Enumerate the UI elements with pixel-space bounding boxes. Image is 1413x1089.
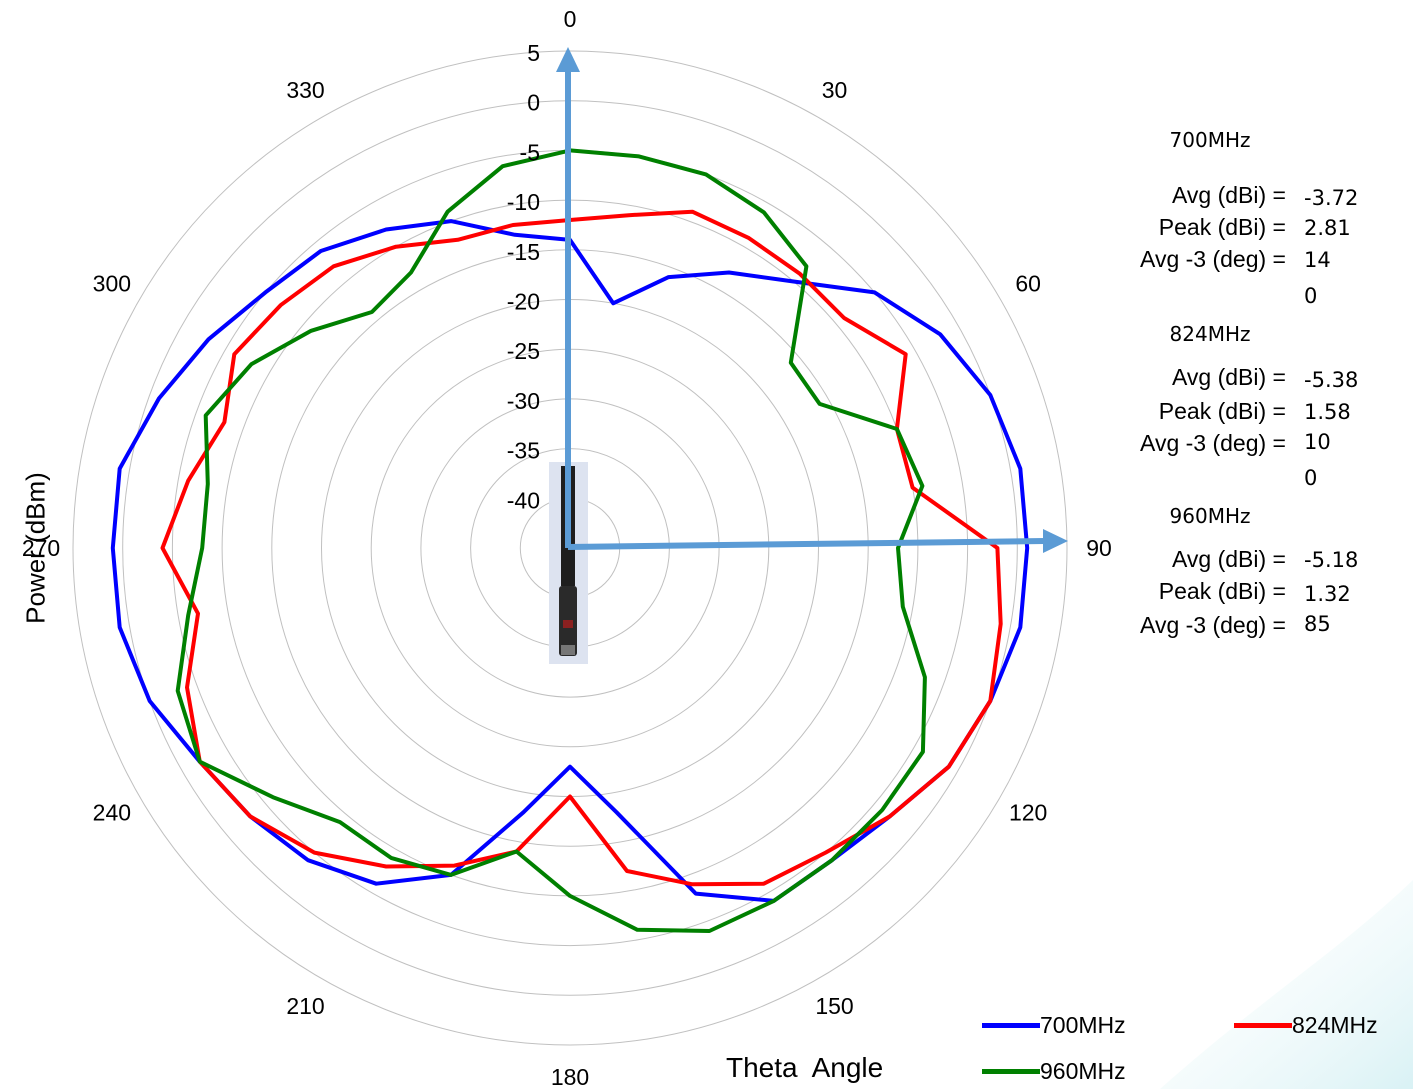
radial-tick-label: -20 <box>507 289 540 315</box>
legend-swatch-960 <box>982 1068 1040 1074</box>
stats-960-title: 960MHz <box>1169 504 1251 528</box>
legend-label-824: 824MHz <box>1292 1011 1378 1038</box>
radial-tick-label: 5 <box>527 40 540 66</box>
series-line-960MHz <box>175 148 927 933</box>
legend-item-700: 700MHz <box>982 1008 1126 1042</box>
stats-824-peak-value: 1.58 <box>1304 400 1351 424</box>
stats-824-peak-label: Peak (dBi) = <box>1158 398 1286 424</box>
axis-arrows <box>556 47 1068 553</box>
theta-tick-label: 150 <box>815 993 853 1019</box>
legend-label-960: 960MHz <box>1040 1057 1126 1084</box>
stats-960-peak-label: Peak (dBi) = <box>1158 578 1286 604</box>
stats-824-extra-value: 0 <box>1304 466 1318 490</box>
stats-960-avg-value: -5.18 <box>1304 548 1359 572</box>
stats-700-avg3-value: 14 <box>1304 248 1331 272</box>
right-arrow-shaft <box>567 538 1046 550</box>
stats-700-title: 700MHz <box>1169 128 1251 152</box>
radial-tick-labels: 5 0 -5 -10 -15 -20 -25 -30 -35 -40 <box>507 40 540 513</box>
stats-824-avg-label: Avg (dBi) = <box>1172 364 1286 390</box>
stats-700-peak-value: 2.81 <box>1304 216 1351 240</box>
radial-tick-label: 0 <box>527 90 540 116</box>
theta-tick-label: 330 <box>286 77 324 103</box>
theta-tick-label: 270 <box>22 535 60 561</box>
stats-700-avg-value: -3.72 <box>1304 186 1359 210</box>
stats-960-avg3-value: 85 <box>1304 612 1331 636</box>
theta-tick-label: 300 <box>93 271 131 297</box>
theta-tick-label: 0 <box>564 6 577 32</box>
legend-swatch-700 <box>982 1022 1040 1028</box>
stats-824-avg-value: -5.38 <box>1304 368 1359 392</box>
legend: 700MHz 824MHz 960MHz <box>980 1006 1410 1086</box>
theta-tick-label: 240 <box>93 800 131 826</box>
theta-tick-label: 120 <box>1009 800 1047 826</box>
theta-tick-label: 210 <box>286 993 324 1019</box>
theta-tick-label: 90 <box>1086 535 1112 561</box>
series-line-700MHz <box>110 219 1030 903</box>
stats-824-title: 824MHz <box>1169 322 1251 346</box>
right-arrow-head <box>1043 529 1068 553</box>
theta-tick-labels: 0 30 60 90 120 150 180 210 240 270 300 330 <box>22 6 1112 1089</box>
radial-tick-label: -30 <box>507 388 540 414</box>
series-line-824MHz <box>160 209 1003 887</box>
stats-700-avg3-label: Avg -3 (deg) = <box>1140 246 1286 272</box>
radial-tick-label: -35 <box>507 438 540 464</box>
legend-item-824: 824MHz <box>1234 1008 1378 1042</box>
theta-tick-label: 30 <box>822 77 848 103</box>
stats-960-peak-value: 1.32 <box>1304 582 1351 606</box>
legend-item-960: 960MHz <box>982 1054 1126 1088</box>
legend-swatch-824 <box>1234 1022 1292 1028</box>
stats-824-avg3-value: 10 <box>1304 430 1331 454</box>
stats-960-avg-label: Avg (dBi) = <box>1172 546 1286 572</box>
radial-tick-label: -15 <box>507 239 540 265</box>
radial-tick-label: -5 <box>520 139 540 165</box>
antenna-image <box>549 462 588 664</box>
up-arrow-head <box>556 47 580 72</box>
radial-tick-label: -25 <box>507 338 540 364</box>
x-axis-title: Theta Angle <box>726 1052 884 1083</box>
stats-700-avg-label: Avg (dBi) = <box>1172 182 1286 208</box>
theta-tick-label: 180 <box>551 1064 589 1089</box>
stats-700-extra-value: 0 <box>1304 284 1318 308</box>
radial-tick-label: -40 <box>507 487 540 513</box>
series-lines <box>110 148 1030 933</box>
theta-tick-label: 60 <box>1015 271 1041 297</box>
stats-824-avg3-label: Avg -3 (deg) = <box>1140 430 1286 456</box>
stats-panel: 700MHz Avg (dBi) = -3.72 Peak (dBi) = 2.… <box>1090 128 1390 668</box>
stats-960-avg3-label: Avg -3 (deg) = <box>1140 612 1286 638</box>
y-axis-title: Power (dBm) <box>20 472 51 624</box>
stats-700-peak-label: Peak (dBi) = <box>1158 214 1286 240</box>
grid-ring <box>72 50 1068 1046</box>
radial-tick-label: -10 <box>507 189 540 215</box>
legend-label-700: 700MHz <box>1040 1011 1126 1038</box>
